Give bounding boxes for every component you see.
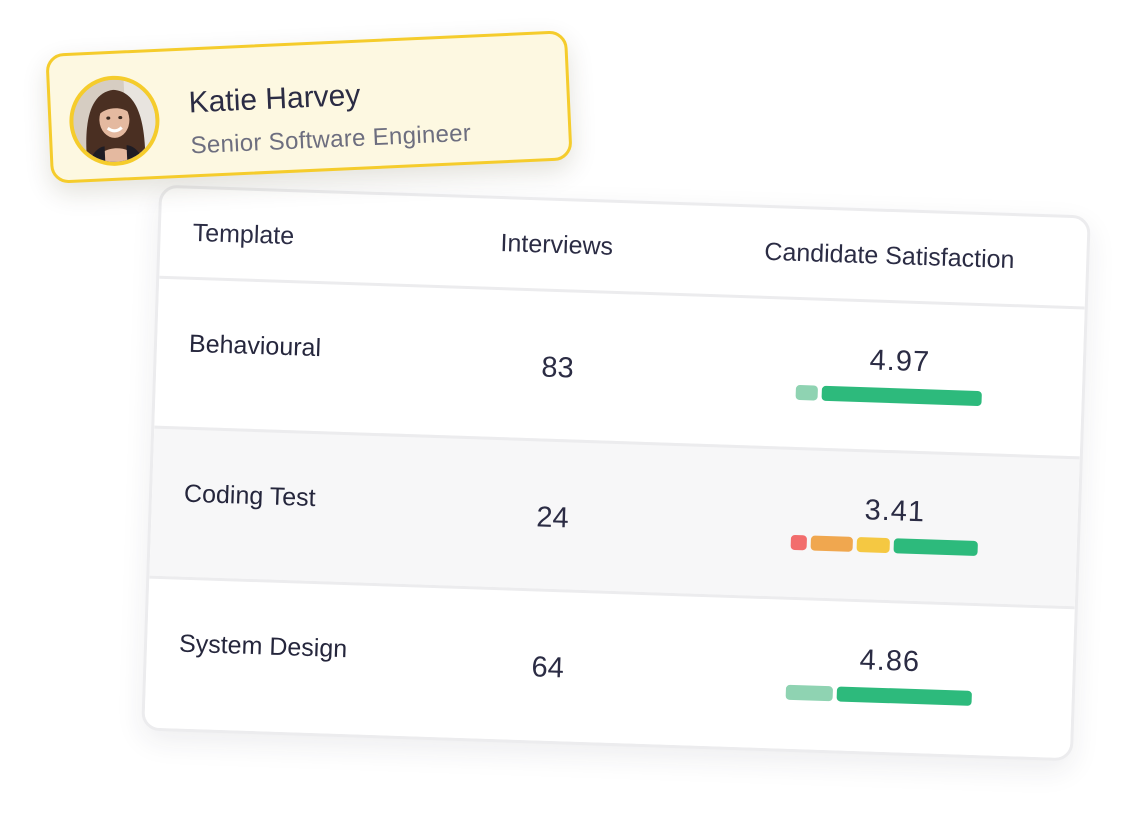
rating-segment xyxy=(856,537,890,554)
table-row[interactable]: Behavioural 83 4.97 xyxy=(154,275,1085,457)
rating-segment xyxy=(795,384,819,401)
rating-distribution-bar xyxy=(790,534,991,557)
header-template: Template xyxy=(192,218,295,251)
satisfaction-score: 4.97 xyxy=(869,344,931,379)
header-interviews: Interviews xyxy=(500,229,614,261)
template-stats-table: Template Interviews Candidate Satisfacti… xyxy=(141,184,1091,762)
interview-count: 83 xyxy=(540,351,575,385)
satisfaction-cell: 3.41 xyxy=(790,492,993,557)
header-candidate-satisfaction: Candidate Satisfaction xyxy=(763,237,1015,275)
satisfaction-cell: 4.97 xyxy=(795,342,998,407)
candidate-profile-card: Katie Harvey Senior Software Engineer xyxy=(45,30,573,184)
rating-distribution-bar xyxy=(795,384,996,407)
rating-segment xyxy=(836,686,972,706)
template-name: System Design xyxy=(178,629,348,664)
candidate-role: Senior Software Engineer xyxy=(190,119,472,160)
interview-count: 24 xyxy=(535,501,570,535)
table-row[interactable]: System Design 64 4.86 xyxy=(144,575,1075,759)
rating-distribution-bar xyxy=(785,684,986,707)
satisfaction-score: 4.86 xyxy=(859,644,921,679)
template-name: Coding Test xyxy=(183,479,317,513)
template-name: Behavioural xyxy=(188,329,322,363)
interview-count: 64 xyxy=(530,651,565,685)
rating-segment xyxy=(893,538,978,557)
rating-segment xyxy=(785,684,834,702)
rating-segment xyxy=(790,534,808,551)
table-row[interactable]: Coding Test 24 3.41 xyxy=(149,425,1080,607)
satisfaction-score: 3.41 xyxy=(864,494,926,529)
satisfaction-cell: 4.86 xyxy=(785,642,988,707)
rating-segment xyxy=(821,385,982,407)
candidate-name: Katie Harvey xyxy=(187,78,362,120)
avatar xyxy=(67,73,162,168)
rating-segment xyxy=(810,535,854,552)
